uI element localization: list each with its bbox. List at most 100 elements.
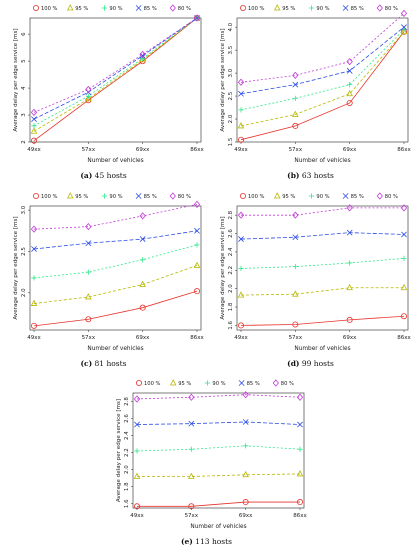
series-e-1 bbox=[133, 470, 304, 479]
legend-label-a-4: 80 % bbox=[178, 6, 191, 12]
legend-label-c-4: 80 % bbox=[178, 194, 191, 200]
series-b-4 bbox=[237, 9, 408, 86]
series-e-2 bbox=[134, 443, 303, 454]
point-d-3-3 bbox=[401, 231, 407, 238]
point-e-2-3 bbox=[297, 446, 303, 452]
series-line-c-1 bbox=[33, 265, 198, 304]
chart-panel-e: 100 % 95 % 90 % 85 % 80 % 1.6 1.8 2.0 2.2 2.4 2.6 2… bbox=[103, 375, 310, 550]
legend-marker-a-1 bbox=[66, 4, 74, 11]
chart-svg-e: 100 % 95 % 90 % 85 % 80 % 1.6 1.8 2.0 2.2 2.4 2.6 2… bbox=[116, 379, 307, 530]
caption-text-a: 45 hosts bbox=[92, 171, 127, 180]
point-c-4-2 bbox=[139, 212, 146, 220]
xtick-label-e-2: 69xx bbox=[239, 513, 253, 519]
point-e-2-0 bbox=[134, 448, 140, 454]
point-b-3-1 bbox=[292, 81, 299, 88]
point-b-0-1 bbox=[292, 122, 299, 129]
series-line-d-1 bbox=[240, 287, 404, 296]
xtick-label-b-0: 49xx bbox=[234, 147, 248, 153]
ytick-label-b-5: 4.0 bbox=[228, 22, 234, 31]
ytick-label-e-1: 1.8 bbox=[124, 482, 130, 491]
caption-c: (c) 81 hosts bbox=[0, 359, 207, 368]
ylabel-d: Average delay per edge service [ms] bbox=[220, 216, 226, 319]
series-c-2 bbox=[31, 242, 200, 281]
legend-label-d-2: 90 % bbox=[316, 194, 329, 200]
legend-label-c-1: 95 % bbox=[75, 194, 88, 200]
point-a-3-2 bbox=[139, 52, 146, 59]
series-c-4 bbox=[30, 200, 201, 233]
xtick-label-d-3: 86xx bbox=[397, 335, 411, 341]
series-line-a-0 bbox=[33, 17, 198, 141]
point-c-0-1 bbox=[85, 316, 92, 323]
plot-frame-e bbox=[132, 392, 305, 509]
legend-marker-a-4 bbox=[169, 4, 176, 12]
legend-marker-b-1 bbox=[273, 4, 281, 11]
xlabel-e: Number of vehicles bbox=[190, 524, 246, 530]
point-b-4-3 bbox=[400, 9, 408, 18]
point-c-3-3 bbox=[194, 227, 200, 234]
series-d-1 bbox=[237, 283, 408, 298]
point-b-1-0 bbox=[237, 122, 245, 129]
ytick-label-d-4: 2.4 bbox=[228, 247, 234, 256]
point-c-1-0 bbox=[30, 299, 38, 306]
ytick-label-a-0: 2 bbox=[21, 140, 27, 144]
point-d-1-2 bbox=[346, 283, 353, 291]
xtick-label-c-0: 49xx bbox=[27, 335, 41, 341]
caption-label-b: (b) bbox=[287, 171, 300, 180]
legend-marker-d-1 bbox=[273, 192, 281, 199]
point-a-4-0 bbox=[30, 108, 38, 116]
ytick-label-b-0: 1.5 bbox=[228, 137, 234, 146]
point-b-4-2 bbox=[346, 58, 353, 66]
point-c-2-0 bbox=[31, 275, 37, 281]
ytick-label-c-1: 2.5 bbox=[21, 247, 27, 256]
legend-label-b-0: 100 % bbox=[248, 6, 265, 12]
xtick-label-c-2: 69xx bbox=[136, 335, 150, 341]
series-d-2 bbox=[238, 255, 407, 272]
caption-label-a: (a) bbox=[80, 171, 93, 180]
series-line-c-2 bbox=[33, 244, 198, 279]
chart-svg-c: 100 % 95 % 90 % 85 % 80 % 2.0 2.5 3.0 49xx 57xx 69… bbox=[13, 192, 204, 352]
ytick-label-d-1: 1.8 bbox=[228, 302, 234, 311]
ytick-label-d-5: 2.6 bbox=[228, 229, 234, 238]
caption-text-e: 113 hosts bbox=[192, 537, 232, 546]
point-d-4-3 bbox=[400, 204, 408, 212]
point-b-2-1 bbox=[292, 95, 298, 101]
ytick-label-b-1: 2.0 bbox=[228, 114, 234, 123]
point-e-1-0 bbox=[133, 472, 141, 479]
legend-marker-c-1 bbox=[66, 192, 74, 199]
legend-label-a-1: 95 % bbox=[75, 6, 88, 12]
series-line-a-3 bbox=[33, 17, 198, 120]
point-c-0-0 bbox=[30, 322, 37, 329]
point-b-4-0 bbox=[237, 78, 245, 86]
series-d-4 bbox=[237, 204, 408, 219]
xtick-label-d-2: 69xx bbox=[343, 335, 357, 341]
point-b-3-0 bbox=[238, 90, 244, 97]
caption-text-c: 81 hosts bbox=[92, 359, 127, 368]
legend-marker-b-2 bbox=[308, 5, 314, 11]
point-d-1-0 bbox=[237, 291, 245, 298]
chart-panel-a: 100 % 95 % 90 % 85 % 80 % 2 3 4 5 6 49xx 57xx 69xx 86… bbox=[0, 0, 207, 182]
xlabel-c: Number of vehicles bbox=[87, 346, 143, 352]
xtick-label-b-3: 86xx bbox=[397, 147, 411, 153]
legend-marker-b-0 bbox=[240, 5, 247, 11]
legend-label-b-2: 90 % bbox=[316, 6, 329, 12]
ytick-label-a-1: 3 bbox=[21, 113, 27, 117]
legend-marker-e-2 bbox=[204, 380, 210, 386]
point-b-1-2 bbox=[346, 89, 353, 97]
point-d-0-3 bbox=[400, 313, 407, 320]
xtick-label-a-2: 69xx bbox=[136, 147, 150, 153]
point-a-1-0 bbox=[30, 127, 38, 134]
ytick-label-b-3: 3.0 bbox=[228, 68, 234, 77]
legend-label-d-4: 80 % bbox=[385, 194, 398, 200]
point-d-2-0 bbox=[238, 265, 244, 272]
series-a-4 bbox=[30, 14, 201, 116]
legend-label-d-0: 100 % bbox=[248, 194, 265, 200]
ytick-label-d-0: 1.6 bbox=[228, 321, 234, 330]
legend-label-a-0: 100 % bbox=[41, 6, 58, 12]
point-c-3-1 bbox=[85, 240, 92, 247]
point-e-0-1 bbox=[188, 503, 195, 510]
point-e-3-0 bbox=[134, 421, 140, 428]
series-line-e-4 bbox=[136, 394, 301, 400]
xtick-label-d-0: 49xx bbox=[234, 335, 248, 341]
point-d-4-2 bbox=[346, 204, 353, 212]
legend-marker-c-3 bbox=[135, 193, 142, 199]
